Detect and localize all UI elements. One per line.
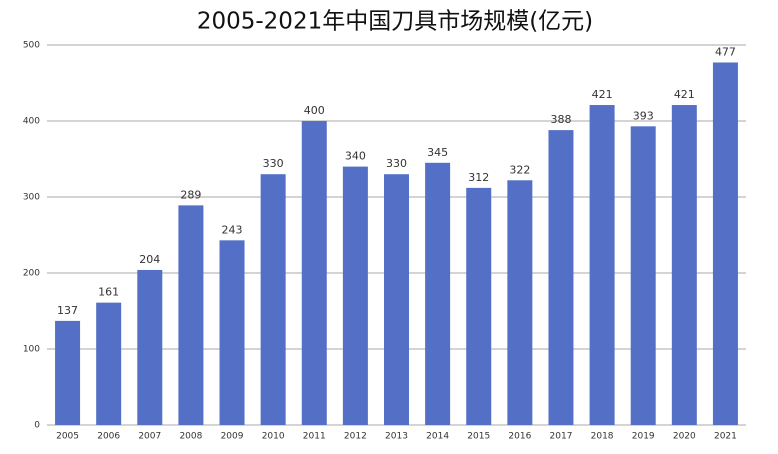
- bar: [507, 180, 533, 425]
- value-label: 421: [592, 88, 613, 101]
- x-tick-label: 2007: [138, 432, 161, 442]
- bar: [342, 166, 368, 425]
- value-label: 330: [263, 157, 284, 170]
- y-tick-label: 300: [23, 193, 40, 203]
- x-tick-label: 2021: [714, 432, 737, 442]
- chart-title: 2005-2021年中国刀具市场规模(亿元): [197, 9, 593, 35]
- x-tick-label: 2006: [97, 432, 120, 442]
- bar: [466, 187, 492, 425]
- y-tick-label: 200: [23, 269, 40, 279]
- value-label: 421: [674, 88, 695, 101]
- x-tick-label: 2012: [344, 432, 367, 442]
- bar: [712, 62, 738, 425]
- x-tick-label: 2020: [673, 432, 696, 442]
- value-label: 345: [427, 146, 448, 159]
- value-label: 161: [98, 286, 119, 299]
- value-label: 477: [715, 45, 736, 58]
- x-tick-label: 2019: [632, 432, 655, 442]
- x-tick-label: 2013: [385, 432, 408, 442]
- bar: [301, 121, 327, 425]
- bar: [219, 240, 245, 425]
- x-tick-label: 2015: [467, 432, 490, 442]
- value-label: 312: [468, 171, 489, 184]
- bar: [137, 269, 163, 425]
- bar: [260, 174, 286, 425]
- x-tick-label: 2010: [262, 432, 285, 442]
- x-tick-label: 2008: [179, 432, 202, 442]
- y-tick-label: 100: [23, 345, 40, 355]
- x-tick-label: 2005: [56, 432, 79, 442]
- bar: [589, 105, 615, 425]
- x-tick-label: 2017: [550, 432, 573, 442]
- y-tick-label: 500: [23, 41, 40, 51]
- bar: [55, 320, 81, 425]
- value-label: 393: [633, 109, 654, 122]
- x-tick-label: 2009: [221, 432, 244, 442]
- x-tick-label: 2018: [591, 432, 614, 442]
- bar: [548, 130, 574, 425]
- value-label: 137: [57, 304, 78, 317]
- bar: [671, 105, 697, 425]
- bar: [630, 126, 656, 425]
- x-tick-label: 2014: [426, 432, 449, 442]
- value-label: 289: [180, 188, 201, 201]
- value-label: 340: [345, 150, 366, 163]
- value-label: 388: [550, 113, 571, 126]
- bar: [384, 174, 409, 425]
- y-tick-label: 0: [34, 421, 40, 431]
- x-tick-label: 2016: [508, 432, 531, 442]
- value-label: 204: [139, 253, 160, 266]
- y-tick-label: 400: [23, 117, 40, 127]
- value-label: 330: [386, 157, 407, 170]
- value-label: 322: [509, 163, 530, 176]
- value-label: 243: [222, 223, 243, 236]
- bar: [178, 205, 204, 425]
- value-label: 400: [304, 104, 325, 117]
- bar: [425, 162, 451, 426]
- bar: [96, 302, 122, 425]
- x-tick-label: 2011: [303, 432, 326, 442]
